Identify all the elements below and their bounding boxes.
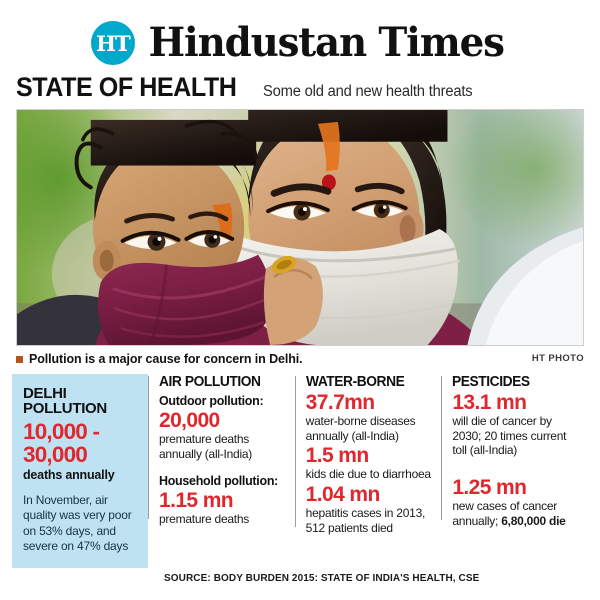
spacer — [159, 461, 286, 470]
column-air-pollution: AIR POLLUTION Outdoor pollution: 20,000 … — [148, 374, 295, 527]
spacer — [452, 458, 579, 475]
water-diarrhoea-value: 1.5 mn — [305, 444, 370, 468]
photo-caption-text: Pollution is a major cause for concern i… — [29, 351, 303, 366]
column-pesticides: PESTICIDES 13.1 mn will die of cancer by… — [441, 374, 588, 528]
source-line: SOURCE: BODY BURDEN 2015: STATE OF INDIA… — [164, 573, 480, 584]
delhi-pollution-value: 10,000 - 30,000 — [23, 418, 137, 468]
bullet-icon — [16, 355, 23, 363]
air-household-desc: premature deaths — [159, 512, 250, 527]
page-title: STATE OF HEALTH — [16, 72, 237, 102]
water-diseases-value: 37.7mn — [305, 391, 375, 414]
delhi-title-line1: DELHI — [23, 385, 67, 402]
photo-caption: Pollution is a major cause for concern i… — [16, 351, 314, 366]
page-subtitle: Some old and new health threats — [262, 83, 473, 100]
air-outdoor-label: Outdoor pollution: — [159, 393, 264, 408]
pesticides-cancer-deaths-value: 13.1 mn — [452, 391, 527, 414]
pesticides-new-cases-desc-pre: new cases of cancer annually; — [452, 499, 557, 528]
column-heading-air-pollution: AIR POLLUTION — [159, 374, 261, 390]
water-diseases-desc: water-borne diseases annually (all-India… — [305, 414, 416, 443]
photo-caption-row: Pollution is a major cause for concern i… — [16, 351, 584, 366]
water-diarrhoea-desc: kids die due to diarrhoea — [305, 467, 431, 482]
headline-row: STATE OF HEALTH Some old and new health … — [0, 72, 600, 109]
delhi-title-line2: POLLUTION — [23, 400, 107, 418]
masthead: HT Hindustan Times — [0, 0, 600, 72]
photo-credit: HT PHOTO — [531, 353, 584, 364]
water-hepatitis-desc: hepatitis cases in 2013, 512 patients di… — [305, 506, 426, 535]
photo-illustration — [17, 110, 583, 345]
pesticides-new-cases-desc: new cases of cancer annually; 6,80,000 d… — [452, 499, 579, 528]
lead-photo — [16, 109, 584, 346]
pesticides-new-cases-desc-bold: 6,80,000 die — [501, 513, 566, 528]
stats-panel: DELHI POLLUTION 10,000 - 30,000 deaths a… — [0, 374, 600, 569]
delhi-pollution-note: In November, air quality was very poor o… — [23, 492, 132, 553]
column-heading-pesticides: PESTICIDES — [452, 374, 530, 390]
ht-logo-icon: HT — [90, 21, 135, 65]
delhi-pollution-box: DELHI POLLUTION 10,000 - 30,000 deaths a… — [12, 374, 148, 569]
delhi-value-line2: 30,000 — [23, 442, 88, 468]
pesticides-cancer-deaths-desc: will die of cancer by 2030; 20 times cur… — [452, 414, 567, 458]
delhi-value-line1: 10,000 - — [23, 418, 100, 444]
column-water-borne: WATER-BORNE 37.7mn water-borne diseases … — [294, 374, 442, 535]
column-heading-water-borne: WATER-BORNE — [305, 374, 405, 390]
air-household-label: Household pollution: — [159, 473, 279, 489]
water-hepatitis-value: 1.04 mn — [305, 483, 381, 507]
ht-logo-text: HT — [96, 30, 130, 56]
air-outdoor-value: 20,000 — [159, 409, 220, 432]
delhi-pollution-title: DELHI POLLUTION — [23, 386, 137, 417]
delhi-pollution-subtitle: deaths annually — [23, 467, 115, 482]
air-household-value: 1.15 mn — [159, 489, 234, 513]
publication-title: Hindustan Times — [148, 19, 504, 66]
air-outdoor-desc: premature deaths annually (all-India) — [159, 432, 253, 461]
pesticides-new-cases-value: 1.25 mn — [452, 475, 527, 499]
